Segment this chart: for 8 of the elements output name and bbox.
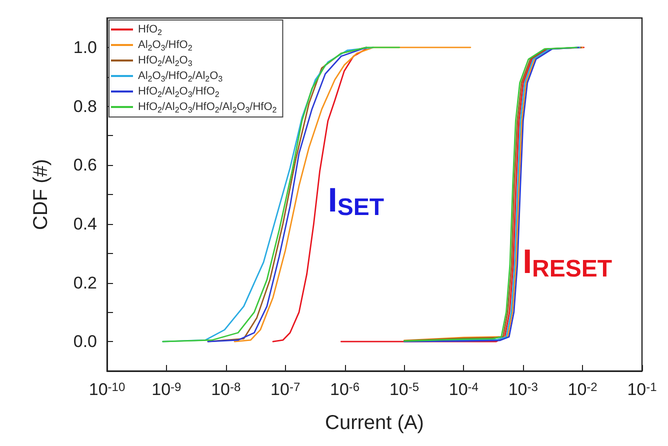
y-tick-label: 1.0 bbox=[73, 38, 97, 57]
y-tick-label: 0.2 bbox=[73, 273, 97, 292]
y-tick-label: 0.0 bbox=[73, 332, 97, 352]
y-tick-label: 0.4 bbox=[73, 214, 97, 234]
y-tick-label: 0.8 bbox=[73, 96, 97, 116]
y-axis-title: CDF (#) bbox=[30, 158, 52, 230]
y-tick-label: 0.6 bbox=[73, 156, 97, 175]
x-axis-title: Current (A) bbox=[325, 412, 424, 434]
